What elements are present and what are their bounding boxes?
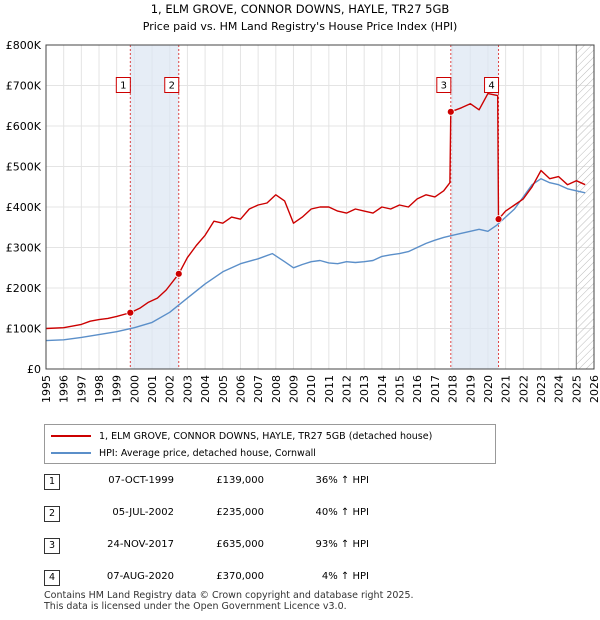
sale-label: 3 xyxy=(441,81,447,92)
sale-label-box xyxy=(115,77,131,93)
x-tick-label: 1998 xyxy=(93,375,106,403)
y-tick-label: £100K xyxy=(6,323,42,336)
x-tick-label: 1995 xyxy=(40,375,53,403)
legend-label-property: 1, ELM GROVE, CONNOR DOWNS, HAYLE, TR27 … xyxy=(99,430,433,442)
x-tick-label: 2024 xyxy=(553,375,566,403)
y-tick-label: £700K xyxy=(6,80,42,93)
y-tick-label: £400K xyxy=(6,201,42,214)
sale-number: 3 xyxy=(44,538,60,554)
x-tick-label: 2017 xyxy=(429,375,442,403)
x-tick-label: 2008 xyxy=(270,375,283,403)
sale-label-box xyxy=(164,77,180,93)
sale-date: 24-NOV-2017 xyxy=(107,539,174,550)
x-tick-label: 2003 xyxy=(181,375,194,403)
price-chart: 1, ELM GROVE, CONNOR DOWNS, HAYLE, TR27 … xyxy=(6,2,600,403)
x-tick-label: 2025 xyxy=(570,375,583,403)
legend-entry-hpi: HPI: Average price, detached house, Corn… xyxy=(51,445,316,461)
x-tick-label: 2022 xyxy=(517,375,530,403)
x-tick-label: 2009 xyxy=(287,375,300,403)
footer-line-licence: This data is licensed under the Open Gov… xyxy=(44,601,347,612)
x-tick-label: 2013 xyxy=(358,375,371,403)
x-tick-label: 2015 xyxy=(394,375,407,403)
y-tick-label: £800K xyxy=(6,39,42,52)
legend-swatch-property xyxy=(51,435,91,437)
x-tick-label: 2014 xyxy=(376,375,389,403)
y-tick-label: £200K xyxy=(6,282,42,295)
x-tick-label: 1997 xyxy=(75,375,88,403)
legend-entry-property: 1, ELM GROVE, CONNOR DOWNS, HAYLE, TR27 … xyxy=(51,428,432,444)
sale-number: 4 xyxy=(44,570,60,586)
x-tick-label: 2020 xyxy=(482,375,495,403)
sale-point xyxy=(446,107,455,116)
sale-row: 2 05-JUL-2002 £235,000 40% ↑ HPI xyxy=(44,506,384,522)
x-tick-label: 2012 xyxy=(341,375,354,403)
y-tick-label: £300K xyxy=(6,242,42,255)
sale-label: 2 xyxy=(169,81,175,92)
sale-hpi-change: 40% ↑ HPI xyxy=(315,507,369,518)
forecast-hatch xyxy=(576,45,594,369)
chart-subtitle: Price paid vs. HM Land Registry's House … xyxy=(143,20,458,33)
sale-label-box xyxy=(484,77,500,93)
sale-point xyxy=(174,269,183,278)
sale-row: 4 07-AUG-2020 £370,000 4% ↑ HPI xyxy=(44,570,384,586)
sale-number: 1 xyxy=(44,474,60,490)
y-tick-label: £600K xyxy=(6,120,42,133)
sale-hpi-change: 36% ↑ HPI xyxy=(315,475,369,486)
sale-date: 07-AUG-2020 xyxy=(106,571,174,582)
x-tick-label: 2016 xyxy=(411,375,424,403)
x-tick-label: 2018 xyxy=(447,375,460,403)
chart-title: 1, ELM GROVE, CONNOR DOWNS, HAYLE, TR27 … xyxy=(151,2,450,16)
x-tick-label: 2010 xyxy=(305,375,318,403)
hpi-line xyxy=(45,177,586,342)
sale-point xyxy=(494,215,503,224)
sale-hpi-change: 93% ↑ HPI xyxy=(315,539,369,550)
x-tick-label: 2026 xyxy=(588,375,600,403)
legend-swatch-hpi xyxy=(51,452,91,454)
x-tick-label: 2006 xyxy=(234,375,247,403)
x-tick-label: 2021 xyxy=(500,375,513,403)
x-tick-label: 2000 xyxy=(128,375,141,403)
sale-date: 07-OCT-1999 xyxy=(108,475,174,486)
sale-label-box xyxy=(436,77,452,93)
sale-label: 1 xyxy=(120,81,126,92)
x-tick-label: 2005 xyxy=(217,375,230,403)
y-tick-label: £500K xyxy=(6,161,42,174)
sale-price: £139,000 xyxy=(216,475,264,486)
legend-label-hpi: HPI: Average price, detached house, Corn… xyxy=(99,447,316,459)
x-tick-label: 2023 xyxy=(535,375,548,403)
sale-span-shading xyxy=(130,45,179,369)
sale-price: £235,000 xyxy=(216,507,264,518)
x-tick-label: 1996 xyxy=(58,375,71,403)
footer-line-copyright: Contains HM Land Registry data © Crown c… xyxy=(44,590,414,601)
footer-notice: Contains HM Land Registry data © Crown c… xyxy=(44,590,414,612)
sale-span-shading xyxy=(450,45,499,369)
sale-number: 2 xyxy=(44,506,60,522)
x-tick-label: 2019 xyxy=(464,375,477,403)
sale-price: £370,000 xyxy=(216,571,264,582)
sale-price: £635,000 xyxy=(216,539,264,550)
x-tick-label: 2002 xyxy=(164,375,177,403)
sale-row: 3 24-NOV-2017 £635,000 93% ↑ HPI xyxy=(44,538,384,554)
sale-row: 1 07-OCT-1999 £139,000 36% ↑ HPI xyxy=(44,474,384,490)
plot-frame xyxy=(45,44,595,370)
sale-label: 4 xyxy=(488,81,494,92)
x-tick-label: 2001 xyxy=(146,375,159,403)
x-tick-label: 2011 xyxy=(323,375,336,403)
sale-point xyxy=(126,308,135,317)
x-tick-label: 2004 xyxy=(199,375,212,403)
x-tick-label: 1999 xyxy=(111,375,124,403)
y-tick-label: £0 xyxy=(27,363,41,376)
sale-hpi-change: 4% ↑ HPI xyxy=(321,571,369,582)
x-tick-label: 2007 xyxy=(252,375,265,403)
sale-date: 05-JUL-2002 xyxy=(112,507,174,518)
chart-legend: 1, ELM GROVE, CONNOR DOWNS, HAYLE, TR27 … xyxy=(44,424,496,464)
